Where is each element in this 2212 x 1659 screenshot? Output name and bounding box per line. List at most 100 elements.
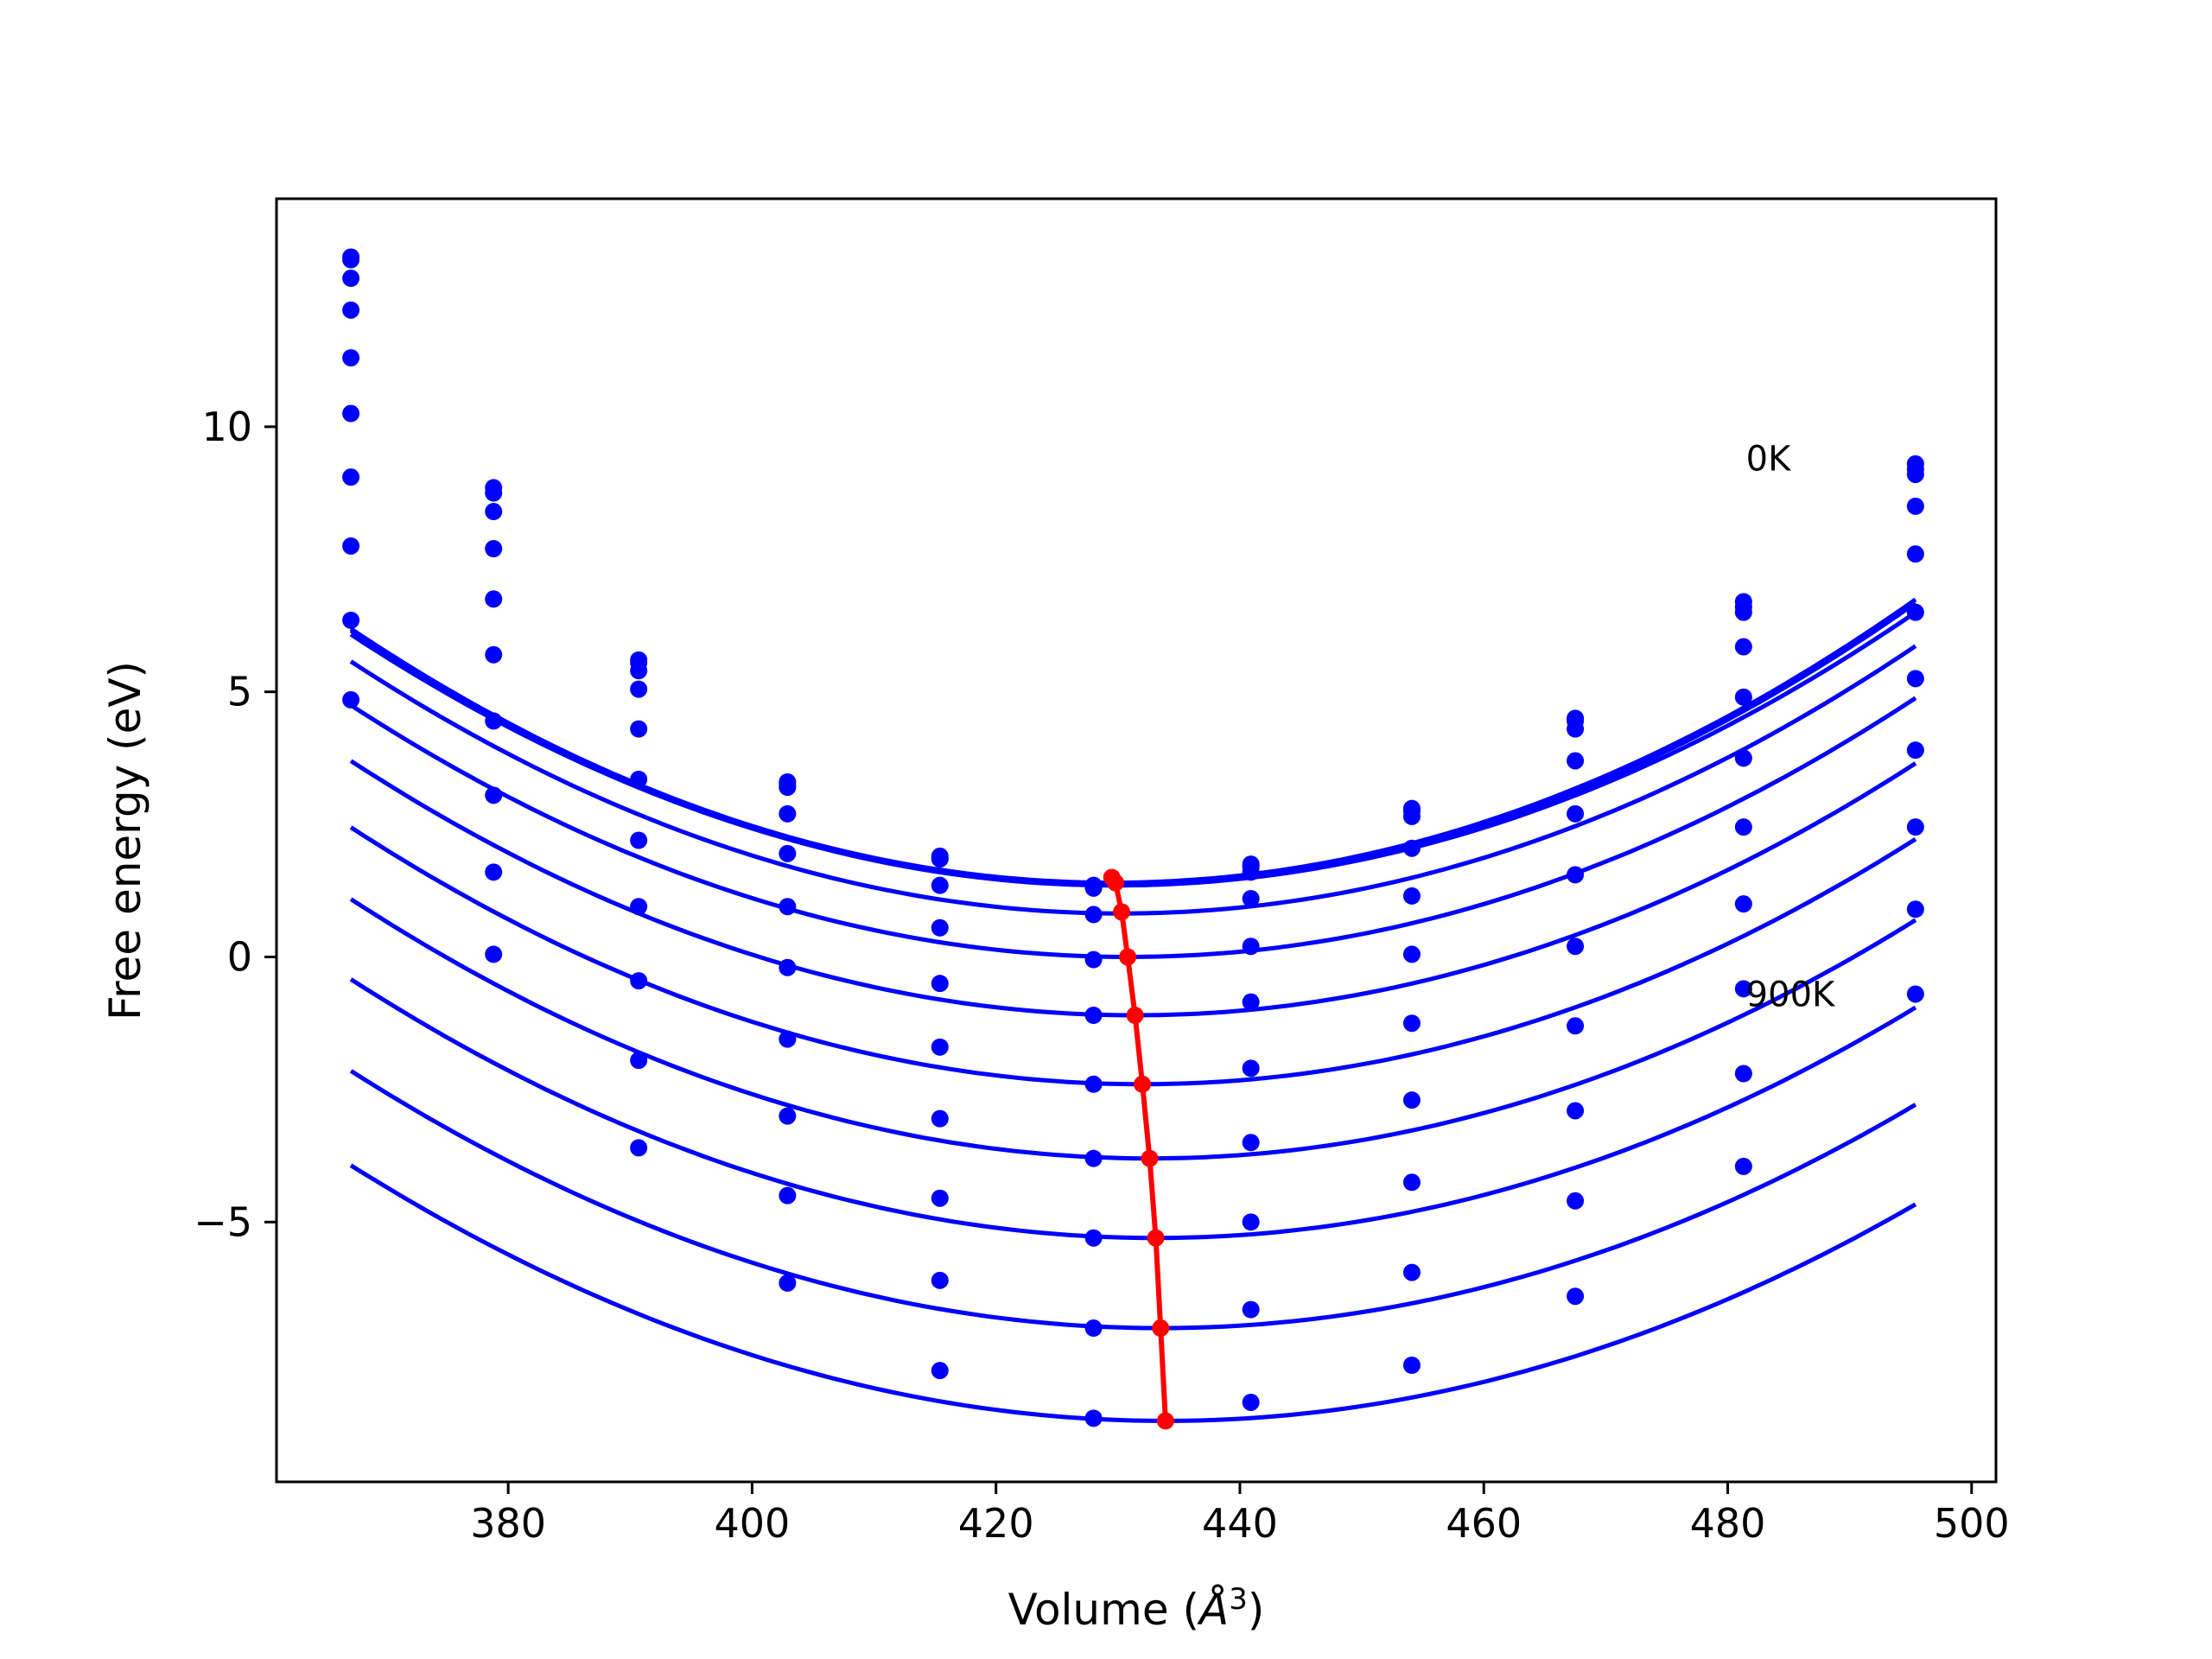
data-point: [1084, 950, 1103, 969]
minimum-point: [1107, 874, 1125, 892]
data-point: [1242, 938, 1260, 956]
plot-frame: [275, 197, 1998, 1484]
data-point: [1906, 603, 1924, 621]
data-point: [630, 1139, 648, 1157]
data-point: [1084, 906, 1103, 924]
x-tick-label: 420: [958, 1500, 1034, 1547]
data-point: [485, 540, 503, 557]
data-point: [931, 1038, 949, 1056]
data-point: [1242, 890, 1260, 907]
series-2: [342, 270, 1924, 897]
data-point: [1242, 993, 1260, 1011]
data-point: [1242, 1134, 1260, 1152]
y-tick-label: −5: [194, 1198, 252, 1245]
data-point: [931, 1362, 949, 1380]
data-point: [1734, 749, 1752, 767]
fit-curve: [349, 610, 1917, 888]
data-point: [1242, 1393, 1260, 1411]
data-point: [931, 1271, 949, 1289]
data-point: [1567, 720, 1585, 738]
data-point: [931, 918, 949, 937]
data-point: [1084, 1319, 1103, 1338]
data-point: [931, 876, 949, 894]
x-tick-label: 500: [1934, 1500, 2010, 1547]
data-point: [485, 645, 503, 664]
data-point: [1084, 879, 1103, 897]
x-axis-unit: Å: [1197, 1585, 1229, 1635]
data-point: [779, 804, 797, 823]
data-point: [779, 1030, 797, 1048]
data-point: [630, 831, 648, 849]
fit-curve: [349, 825, 1917, 1087]
data-point: [1402, 1357, 1421, 1374]
data-point: [1084, 1149, 1103, 1167]
data-point: [1906, 466, 1924, 484]
fit-curve: [349, 759, 1917, 1018]
minimum-point: [1113, 903, 1131, 921]
data-point: [1402, 807, 1421, 825]
data-point: [779, 898, 797, 916]
data-point: [931, 975, 949, 993]
x-axis-ticks: 380 400 420 440 460 480 500: [470, 1482, 2010, 1547]
fit-curve: [349, 897, 1917, 1161]
annotations: 0K 900K: [1746, 440, 1836, 1015]
series-layer: [342, 248, 1924, 1427]
data-point: [1567, 866, 1585, 884]
y-tick-label: 5: [227, 669, 252, 715]
data-point: [1084, 1409, 1103, 1427]
minimum-point: [1141, 1149, 1159, 1167]
data-point: [630, 662, 648, 680]
data-point: [931, 1189, 949, 1207]
data-point: [1567, 804, 1585, 823]
data-point: [779, 1274, 797, 1292]
data-point: [1906, 818, 1924, 836]
series-0: [342, 248, 1924, 894]
data-point: [1567, 1192, 1585, 1210]
fit-curve: [349, 1163, 1917, 1423]
data-point: [1567, 1017, 1585, 1035]
y-tick-label: 10: [201, 404, 252, 450]
fit-curve: [349, 597, 1917, 886]
data-point: [1734, 1065, 1752, 1083]
data-point: [1242, 1300, 1260, 1319]
data-point: [630, 972, 648, 990]
series-8: [342, 611, 1924, 1247]
data-point: [1567, 1287, 1585, 1306]
fit-curve: [349, 696, 1917, 959]
data-point: [779, 958, 797, 976]
minimum-path-layer: [1103, 868, 1174, 1430]
fit-curve: [349, 601, 1917, 888]
data-point: [1734, 603, 1752, 621]
data-point: [485, 503, 503, 521]
minimum-point: [1156, 1412, 1174, 1430]
data-point: [779, 1186, 797, 1205]
minimum-point: [1119, 948, 1137, 966]
y-tick-label: 0: [227, 934, 252, 981]
data-point: [1567, 752, 1585, 770]
data-point: [630, 720, 648, 738]
data-point: [1734, 638, 1752, 656]
data-point: [342, 468, 360, 486]
x-tick-label: 400: [715, 1500, 791, 1547]
data-point: [342, 301, 360, 319]
data-point: [485, 863, 503, 881]
data-point: [779, 1107, 797, 1125]
data-point: [1734, 688, 1752, 706]
minimum-point: [1147, 1229, 1165, 1247]
x-tick-label: 440: [1202, 1500, 1278, 1547]
data-point: [485, 786, 503, 804]
x-axis-unit-exponent: 3: [1229, 1582, 1248, 1617]
data-point: [342, 349, 360, 367]
data-point: [342, 270, 360, 288]
series-9: [342, 690, 1924, 1338]
fit-curve: [349, 1069, 1917, 1331]
y-axis-label: Free energy (eV): [100, 661, 150, 1020]
data-point: [630, 898, 648, 916]
data-point: [931, 1109, 949, 1128]
series-10: [349, 985, 1924, 1427]
series-7: [342, 537, 1924, 1167]
data-point: [1402, 1014, 1421, 1033]
data-point: [1402, 1091, 1421, 1109]
data-point: [779, 844, 797, 862]
